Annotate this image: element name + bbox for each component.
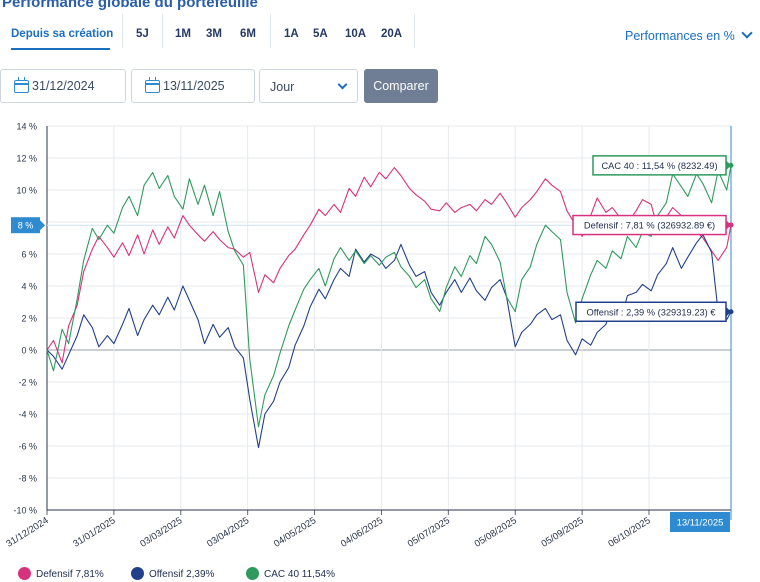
series-line-offensif [46,234,732,449]
chart-legend: Defensif 7,81% Offensif 2,39% CAC 40 11,… [0,567,760,582]
start-date-value: 31/12/2024 [32,79,95,93]
granularity-select[interactable]: Jour [259,69,358,103]
compare-button[interactable]: Comparer [364,69,438,103]
series-line-cac40 [46,165,732,428]
y-tick-label: 6 % [21,250,37,260]
x-tick-label: 04/06/2025 [339,515,385,550]
tab-divider [270,14,271,48]
chevron-down-icon [741,27,753,39]
legend-cac40-dot [246,567,259,580]
crosshair-y-label: 8 % [18,221,34,231]
calendar-icon [145,77,160,93]
performance-chart: -10 % -8 % -6 % -4 % -2 % 0 % 2 % 4 % 6 % 8 % 10 %… [4,122,734,550]
y-tick-label: 4 % [21,282,37,292]
y-tick-label: 0 % [21,346,37,356]
x-tick-label: 31/12/2024 [4,515,50,550]
y-tick-label: -6 % [18,442,37,452]
tab-1a[interactable]: 1A [284,28,299,40]
y-tick-label: 2 % [21,314,37,324]
tab-divider [414,14,415,48]
tooltip-text-cac40: CAC 40 : 11,54 % (8232.49) [601,161,717,171]
tab-20a[interactable]: 20A [381,28,403,40]
crosshair-x-label: 13/11/2025 [677,518,724,529]
calendar-icon [14,77,29,93]
x-tick-label: 05/08/2025 [473,515,519,550]
x-tick-label: 06/10/2025 [606,515,652,550]
tooltip-text-defensif: Defensif : 7,81 % (326932.89 €) [584,221,715,231]
legend-offensif-name: Offensif [149,569,184,581]
legend-offensif-dot [131,567,144,580]
performance-metric-select[interactable]: Performances en % [625,27,753,43]
tab-divider [162,14,163,48]
crosshair-y-badge-arrow [40,220,45,231]
end-date-value: 13/11/2025 [163,79,225,93]
page-title: Performance globale du portefeuille [2,0,258,11]
legend-defensif-value: 7,81% [75,569,104,581]
tab-6m[interactable]: 6M [240,28,256,40]
period-tabs: Depuis sa création 5J 1M 3M 6M 1A 5A 10A… [0,20,420,50]
y-tick-label: -8 % [18,474,37,484]
end-date-field[interactable]: 13/11/2025 [131,69,255,103]
tab-5j[interactable]: 5J [136,28,149,40]
legend-item-offensif[interactable]: Offensif 2,39% [131,567,215,581]
x-tick-label: 03/03/2025 [138,515,184,550]
tab-5a[interactable]: 5A [313,28,328,40]
tooltip-arrow-defensif [726,220,731,231]
crosshair-x-badge [670,512,730,532]
legend-cac40-value: 11,54% [301,569,335,581]
tab-divider [122,14,123,48]
legend-defensif-name: Defensif [36,569,73,581]
x-tick-label: 04/05/2025 [272,515,318,550]
tooltip-text-offensif: Offensif : 2,39 % (329319.23) € [586,307,716,317]
legend-cac40-name: CAC 40 [264,569,300,581]
tab-10a[interactable]: 10A [345,28,367,40]
y-tick-label: -2 % [18,378,37,388]
tooltip-arrow-offensif [726,306,731,317]
tooltip-arrow-cac40 [726,160,731,171]
y-tick-label: -4 % [18,410,37,420]
performance-metric-label: Performances en % [625,29,735,43]
x-tick-label: 31/01/2025 [71,515,117,550]
granularity-value: Jour [270,80,295,94]
active-tab-indicator [11,48,110,50]
y-tick-label: 12 % [16,154,37,164]
y-tick-label: -10 % [13,506,37,516]
chevron-down-icon [337,79,348,90]
tab-1m[interactable]: 1M [175,28,191,40]
crosshair-y-badge [11,217,40,234]
tab-3m[interactable]: 3M [206,28,222,40]
y-tick-label: 14 % [16,122,37,132]
x-tick-label: 03/04/2025 [205,515,251,550]
legend-offensif-value: 2,39% [186,569,215,581]
x-tick-label: 05/07/2025 [406,515,452,550]
legend-item-cac40[interactable]: CAC 40 11,54% [246,567,335,581]
legend-item-defensif[interactable]: Defensif 7,81% [18,567,104,581]
start-date-field[interactable]: 31/12/2024 [0,69,126,103]
tab-since-inception[interactable]: Depuis sa création [11,28,114,40]
legend-defensif-dot [18,567,31,580]
y-tick-label: 10 % [16,186,37,196]
x-tick-label: 05/09/2025 [540,515,586,550]
